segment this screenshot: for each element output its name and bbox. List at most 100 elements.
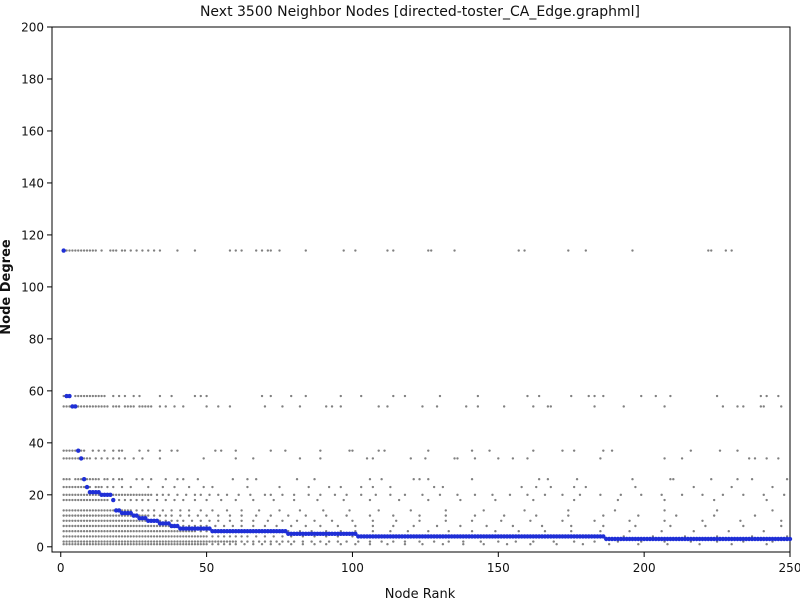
neighbor-degree-point [284, 449, 287, 452]
neighbor-degree-point [147, 514, 150, 517]
neighbor-degree-point [71, 509, 74, 512]
neighbor-degree-point [141, 530, 144, 533]
neighbor-degree-point [196, 535, 200, 538]
neighbor-degree-point [473, 457, 477, 460]
neighbor-degree-point [74, 449, 77, 452]
neighbor-degree-point [117, 524, 121, 528]
neighbor-degree-point [631, 478, 634, 481]
neighbor-degree-point [360, 485, 363, 489]
node-degree-point [166, 521, 171, 526]
neighbor-degree-point [727, 530, 730, 533]
neighbor-degree-point [117, 478, 121, 481]
neighbor-degree-point [91, 405, 95, 408]
neighbor-degree-point [330, 519, 334, 523]
neighbor-degree-point [144, 535, 147, 538]
neighbor-degree-points [62, 249, 789, 546]
neighbor-degree-point [120, 543, 124, 546]
neighbor-degree-point [123, 493, 127, 497]
neighbor-degree-point [234, 535, 237, 538]
neighbor-degree-point [179, 543, 182, 546]
neighbor-degree-point [88, 498, 92, 502]
neighbor-degree-point [456, 493, 459, 497]
neighbor-degree-point [339, 543, 342, 546]
neighbor-degree-point [418, 514, 421, 517]
neighbor-degree-point [71, 498, 74, 502]
neighbor-degree-point [141, 535, 144, 538]
neighbor-degree-point [628, 519, 631, 523]
neighbor-degree-point [199, 519, 202, 523]
neighbor-degree-point [462, 540, 465, 543]
neighbor-degree-point [176, 540, 179, 543]
neighbor-degree-point [380, 540, 383, 543]
neighbor-degree-point [205, 394, 208, 398]
neighbor-degree-point [680, 493, 684, 497]
neighbor-degree-point [584, 485, 588, 489]
neighbor-degree-point [572, 449, 576, 452]
neighbor-degree-point [65, 405, 68, 408]
neighbor-degree-point [327, 485, 331, 489]
neighbor-degree-point [68, 535, 71, 538]
neighbor-degree-point [374, 493, 377, 497]
neighbor-degree-point [88, 509, 92, 512]
neighbor-degree-point [765, 498, 768, 502]
neighbor-degree-point [199, 543, 202, 546]
neighbor-degree-point [132, 543, 135, 546]
neighbor-degree-point [319, 524, 322, 528]
neighbor-degree-point [176, 478, 179, 481]
neighbor-degree-point [301, 543, 305, 546]
neighbor-degree-point [561, 493, 564, 497]
neighbor-degree-point [77, 249, 80, 252]
neighbor-degree-point [380, 478, 383, 481]
neighbor-degree-point [173, 405, 176, 408]
node-degree-point [67, 393, 72, 399]
neighbor-degree-point [91, 540, 95, 543]
neighbor-degree-point [62, 509, 65, 512]
neighbor-degree-point [371, 485, 375, 489]
neighbor-degree-point [138, 449, 141, 452]
neighbor-degree-point [149, 478, 153, 481]
neighbor-degree-point [77, 530, 80, 533]
neighbor-degree-point [100, 509, 103, 512]
neighbor-degree-point [252, 457, 255, 460]
neighbor-degree-point [68, 405, 71, 408]
neighbor-degree-point [62, 535, 65, 538]
neighbor-degree-point [289, 394, 293, 398]
neighbor-degree-point [269, 543, 272, 546]
neighbor-degree-point [173, 540, 176, 543]
neighbor-degree-point [97, 524, 100, 528]
neighbor-degree-point [710, 478, 713, 481]
neighbor-degree-point [106, 543, 109, 546]
neighbor-degree-point [762, 530, 765, 533]
neighbor-degree-point [147, 535, 150, 538]
neighbor-degree-point [747, 457, 751, 460]
neighbor-degree-point [260, 543, 264, 546]
neighbor-degree-point [202, 540, 205, 543]
neighbor-degree-point [147, 449, 150, 452]
neighbor-degree-point [120, 478, 124, 481]
neighbor-degree-point [532, 449, 535, 452]
neighbor-degree-point [444, 519, 447, 523]
neighbor-degree-point [217, 535, 220, 538]
neighbor-degree-point [123, 249, 127, 252]
node-degree-point [84, 484, 90, 490]
neighbor-degree-point [112, 493, 115, 497]
neighbor-degree-point [74, 249, 77, 252]
neighbor-degree-point [240, 249, 243, 252]
y-tick-label: 40 [29, 436, 44, 450]
neighbor-degree-point [459, 524, 462, 528]
neighbor-degree-point [593, 394, 596, 398]
neighbor-degree-point [112, 530, 115, 533]
neighbor-degree-point [155, 543, 159, 546]
node-degree-point [143, 516, 148, 521]
neighbor-degree-point [161, 540, 165, 543]
neighbor-degree-point [497, 457, 500, 460]
neighbor-degree-point [324, 514, 328, 517]
neighbor-degree-point [109, 519, 112, 523]
neighbor-degree-point [123, 457, 127, 460]
neighbor-degree-point [173, 485, 176, 489]
neighbor-degree-point [135, 509, 138, 512]
node-degree-point [128, 510, 133, 516]
neighbor-degree-point [324, 543, 328, 546]
neighbor-degree-point [135, 543, 138, 546]
neighbor-degree-point [219, 498, 223, 502]
